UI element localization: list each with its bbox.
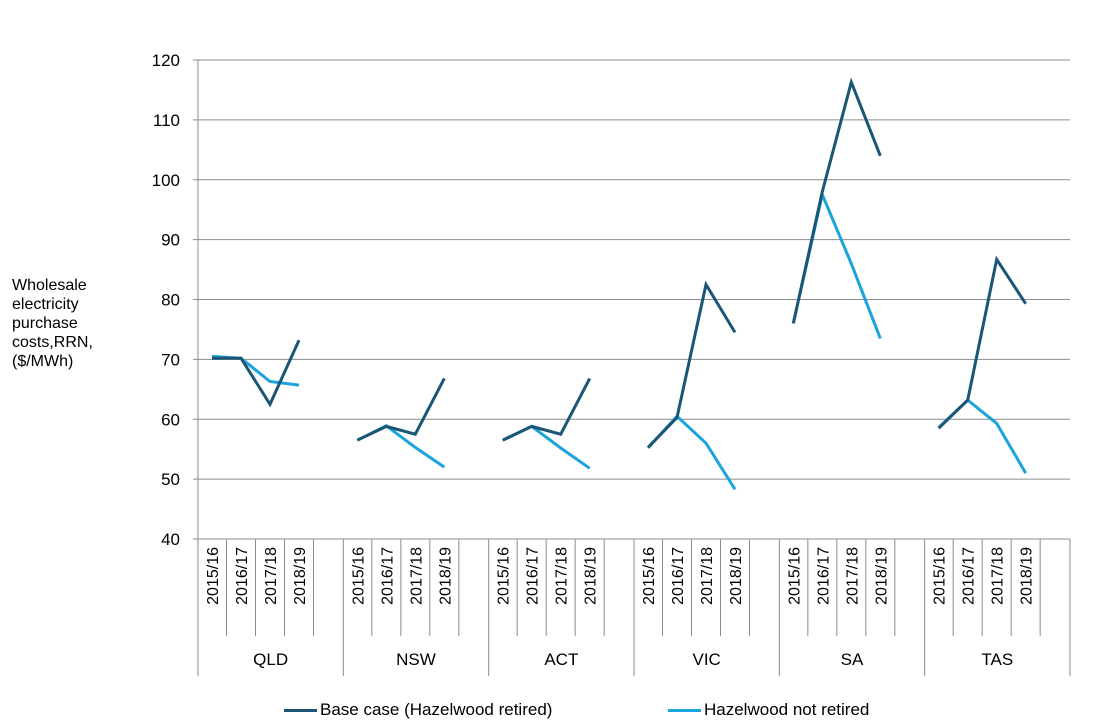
series-line-base-case bbox=[791, 77, 882, 324]
axes bbox=[193, 59, 1071, 676]
legend-item-base-case: Base case (Hazelwood retired) bbox=[284, 700, 552, 720]
y-axis-label: Wholesale electricity purchase costs,RRN… bbox=[12, 277, 93, 370]
x-tick-label-group: SA bbox=[841, 650, 864, 669]
x-tick-label-year: 2015/16 bbox=[641, 547, 658, 605]
grid-lines bbox=[198, 59, 1070, 540]
series-line-not-retired bbox=[356, 424, 446, 469]
x-tick-label-year: 2016/17 bbox=[234, 547, 251, 605]
x-tick-label-group: ACT bbox=[544, 650, 578, 669]
x-tick-label-year: 2015/16 bbox=[205, 547, 222, 605]
legend: Base case (Hazelwood retired) Hazelwood … bbox=[0, 700, 1093, 726]
x-tick-label-year: 2018/19 bbox=[728, 547, 745, 605]
x-tick-label-year: 2016/17 bbox=[525, 547, 542, 605]
y-tick-label: 100 bbox=[152, 171, 180, 190]
legend-label-not-retired: Hazelwood not retired bbox=[704, 700, 870, 719]
series-line-not-retired bbox=[937, 398, 1027, 474]
x-tick-label-year: 2016/17 bbox=[379, 547, 396, 605]
x-tick-label-year: 2018/19 bbox=[292, 547, 309, 605]
y-tick-label: 60 bbox=[161, 410, 180, 429]
series-line-base-case bbox=[937, 255, 1027, 430]
y-tick-label: 70 bbox=[161, 350, 180, 369]
x-tick-label-year: 2017/18 bbox=[699, 547, 716, 605]
x-tick-label-year: 2015/16 bbox=[350, 547, 367, 605]
series-line-base-case bbox=[646, 280, 737, 449]
series-lines bbox=[211, 77, 1027, 491]
y-tick-label: 40 bbox=[161, 530, 180, 549]
x-tick-label-year: 2018/19 bbox=[1019, 547, 1036, 605]
series-line-base-case bbox=[212, 339, 301, 408]
x-tick-label-year: 2017/18 bbox=[990, 547, 1007, 605]
x-tick-label-group: TAS bbox=[981, 650, 1013, 669]
x-tick-label-year: 2017/18 bbox=[554, 547, 571, 605]
legend-swatch-not-retired bbox=[668, 708, 701, 712]
x-tick-label-year: 2016/17 bbox=[961, 547, 978, 605]
x-tick-label-year: 2018/19 bbox=[583, 547, 600, 605]
legend-item-not-retired: Hazelwood not retired bbox=[668, 700, 869, 720]
legend-label-base-case: Base case (Hazelwood retired) bbox=[320, 700, 553, 719]
x-tick-label-year: 2016/17 bbox=[670, 547, 687, 605]
x-tick-label-year: 2015/16 bbox=[786, 547, 803, 605]
x-tick-label-year: 2017/18 bbox=[844, 547, 861, 605]
x-tick-label-year: 2017/18 bbox=[263, 547, 280, 605]
x-tick-label-year: 2016/17 bbox=[815, 547, 832, 605]
axis-labels: 40 50 60 70 80 90 100 110 120 2015/16 2016/17 2017/… bbox=[152, 51, 1036, 669]
x-tick-label-group: QLD bbox=[253, 650, 288, 669]
y-tick-label: 80 bbox=[161, 291, 180, 310]
x-tick-label-year: 2018/19 bbox=[437, 547, 454, 605]
y-tick-label: 120 bbox=[152, 51, 180, 70]
x-tick-label-year: 2018/19 bbox=[873, 547, 890, 605]
y-tick-label: 110 bbox=[153, 111, 180, 130]
series-line-not-retired bbox=[646, 414, 737, 491]
x-tick-label-year: 2015/16 bbox=[932, 547, 949, 605]
x-tick-label-group: VIC bbox=[692, 650, 720, 669]
series-line-base-case bbox=[356, 377, 446, 442]
series-line-base-case bbox=[502, 377, 592, 442]
x-tick-label-year: 2017/18 bbox=[408, 547, 425, 605]
x-tick-label-year: 2015/16 bbox=[496, 547, 513, 605]
y-tick-label: 50 bbox=[161, 470, 180, 489]
x-tick-label-group: NSW bbox=[396, 650, 436, 669]
y-tick-label: 90 bbox=[161, 231, 180, 250]
legend-swatch-base-case bbox=[284, 708, 317, 712]
